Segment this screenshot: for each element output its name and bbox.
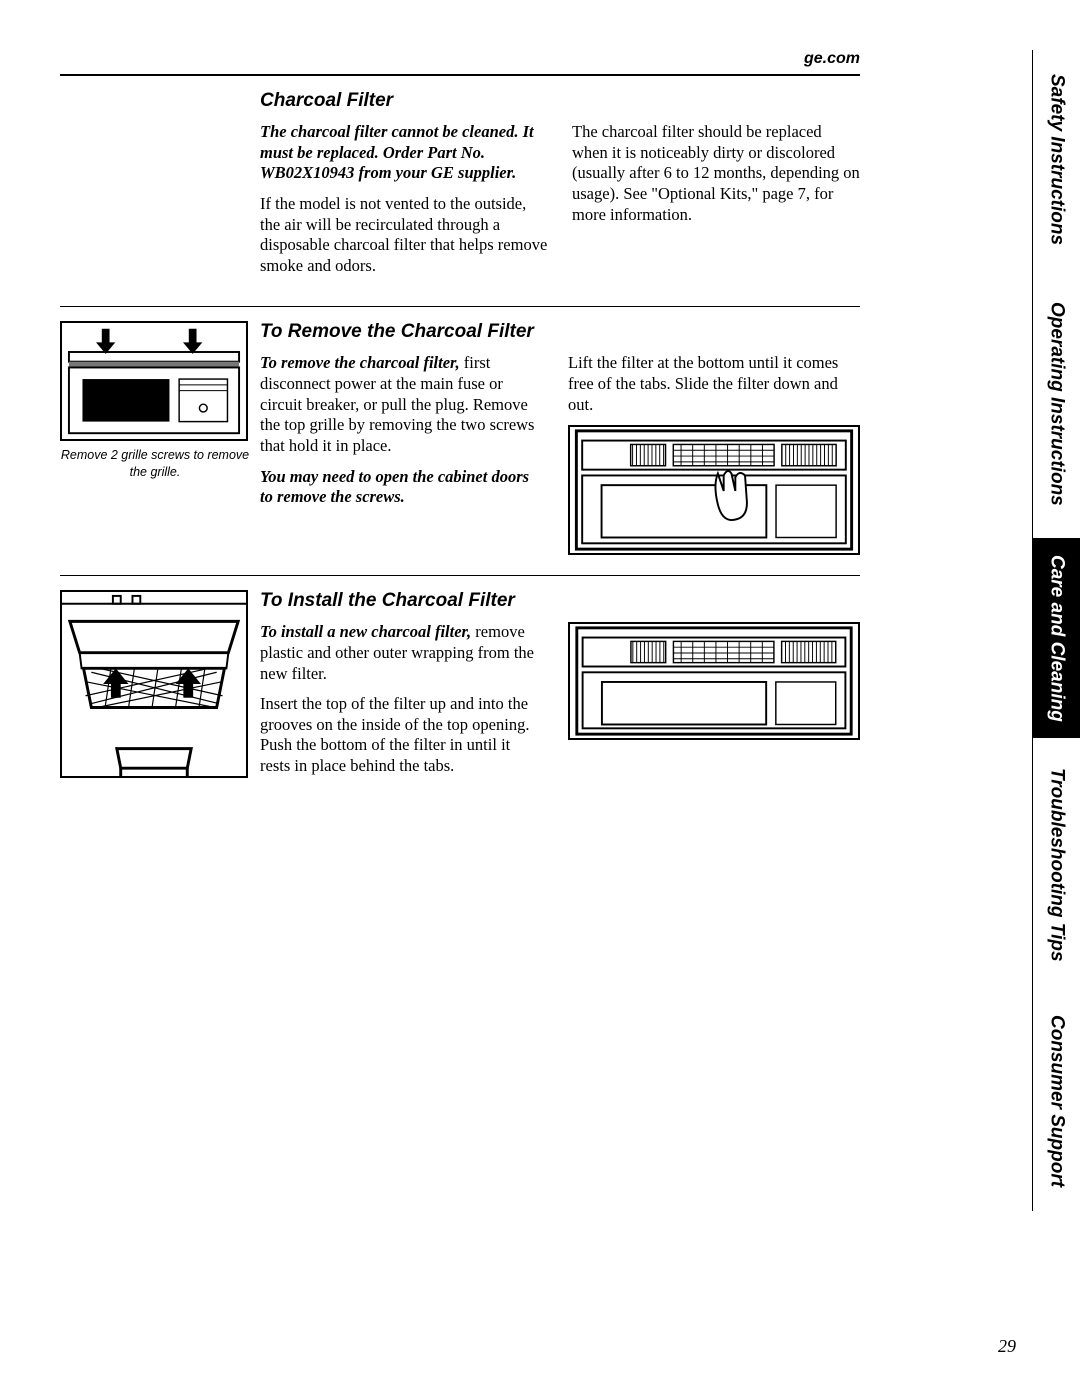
paragraph: The charcoal filter cannot be cleaned. I… (260, 122, 548, 184)
text-col-right (568, 590, 860, 786)
text-col-left: Charcoal Filter The charcoal filter cann… (260, 90, 548, 286)
page-number: 29 (998, 1336, 1016, 1357)
text-col-left: To Remove the Charcoal Filter To remove … (260, 321, 544, 555)
illustration-caption: Remove 2 grille screws to remove the gri… (60, 447, 250, 480)
text-col-right: The charcoal filter should be replaced w… (572, 90, 860, 286)
grille-screws-illustration (60, 321, 248, 441)
section-install-filter: To Install the Charcoal Filter To instal… (60, 576, 860, 806)
paragraph: To install a new charcoal filter, remove… (260, 622, 544, 684)
lead-in: To install a new charcoal filter, (260, 622, 471, 641)
text-col-left: To Install the Charcoal Filter To instal… (260, 590, 544, 786)
tab-consumer-support[interactable]: Consumer Support (1032, 991, 1080, 1211)
paragraph: If the model is not vented to the outsid… (260, 194, 548, 277)
page-content: ge.com Charcoal Filter The charcoal filt… (60, 50, 860, 807)
left-col-illustration: Remove 2 grille screws to remove the gri… (60, 321, 260, 555)
paragraph: Insert the top of the filter up and into… (260, 694, 544, 777)
lead-in: To remove the charcoal filter, (260, 353, 460, 372)
paragraph: You may need to open the cabinet doors t… (260, 467, 544, 508)
paragraph: To remove the charcoal filter, first dis… (260, 353, 544, 456)
tab-troubleshooting-tips[interactable]: Troubleshooting Tips (1032, 738, 1080, 991)
header-url: ge.com (60, 50, 860, 68)
paragraph: The charcoal filter should be replaced w… (572, 122, 860, 225)
tab-care-and-cleaning[interactable]: Care and Cleaning (1032, 538, 1080, 738)
tab-operating-instructions[interactable]: Operating Instructions (1032, 270, 1080, 538)
lift-filter-illustration (568, 425, 860, 555)
section-charcoal-filter: Charcoal Filter The charcoal filter cann… (60, 76, 860, 306)
text-col-right: Lift the filter at the bottom until it c… (568, 321, 860, 555)
paragraph: Lift the filter at the bottom until it c… (568, 353, 860, 415)
install-filter-illustration (60, 590, 248, 778)
tab-safety-instructions[interactable]: Safety Instructions (1032, 50, 1080, 270)
sidebar-tabs: Safety Instructions Operating Instructio… (1032, 0, 1080, 1397)
installed-filter-illustration (568, 622, 860, 740)
section-heading: Charcoal Filter (260, 90, 548, 112)
section-heading: To Remove the Charcoal Filter (260, 321, 544, 343)
section-remove-filter: Remove 2 grille screws to remove the gri… (60, 307, 860, 575)
section-heading: To Install the Charcoal Filter (260, 590, 544, 612)
left-col-illustration (60, 590, 260, 786)
left-col-blank (60, 90, 260, 286)
